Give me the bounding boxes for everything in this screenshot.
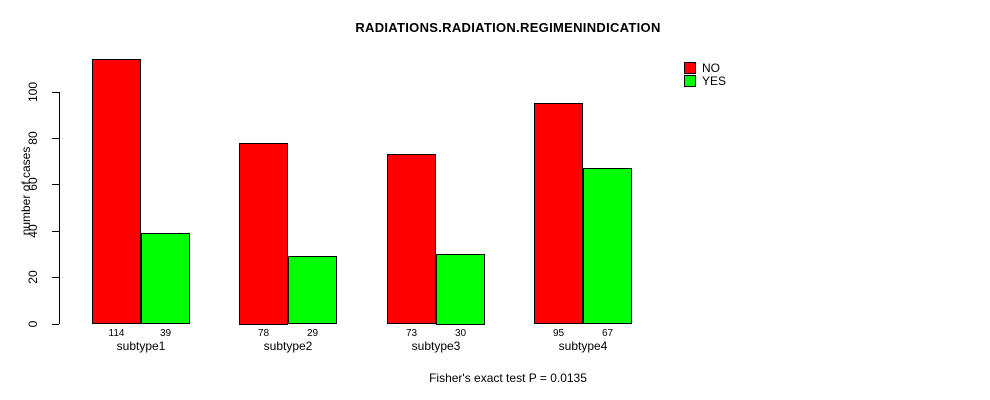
bar-value-label: 95 [552, 328, 565, 339]
legend-swatch-no [684, 62, 696, 74]
category-label-subtype1: subtype1 [116, 339, 166, 353]
bar-no-subtype3 [387, 154, 436, 324]
bar-no-subtype2 [239, 143, 288, 325]
y-axis-line [59, 92, 60, 324]
y-tick-label: 0 [26, 320, 40, 328]
legend-label: NO [702, 61, 720, 75]
y-tick-mark [52, 231, 59, 232]
y-tick-label: 100 [26, 81, 40, 103]
y-tick-label: 20 [26, 270, 40, 284]
y-tick-label: 80 [26, 131, 40, 145]
bar-value-label: 114 [108, 328, 125, 339]
chart-title: RADIATIONS.RADIATION.REGIMENINDICATION [355, 20, 661, 35]
y-tick-mark [52, 184, 59, 185]
y-tick-label: 40 [26, 224, 40, 238]
legend: NO YES [684, 62, 726, 88]
y-tick-mark [52, 138, 59, 139]
category-label-subtype4: subtype4 [558, 339, 608, 353]
bar-value-label: 78 [257, 328, 270, 339]
bar-value-label: 29 [306, 328, 319, 339]
bar-no-subtype1 [92, 59, 141, 324]
bar-value-label: 67 [601, 328, 614, 339]
bar-yes-subtype4 [583, 168, 632, 324]
fisher-test-caption: Fisher's exact test P = 0.0135 [429, 371, 587, 385]
bar-yes-subtype3 [436, 254, 485, 325]
y-tick-mark [52, 277, 59, 278]
bar-value-label: 39 [159, 328, 172, 339]
bar-value-label: 73 [405, 328, 418, 339]
y-tick-mark [52, 324, 59, 325]
category-label-subtype3: subtype3 [411, 339, 461, 353]
legend-item-no: NO [684, 62, 726, 74]
bar-yes-subtype1 [141, 233, 190, 324]
bar-value-label: 30 [454, 328, 467, 339]
y-tick-mark [52, 92, 59, 93]
bar-no-subtype4 [534, 103, 583, 324]
category-label-subtype2: subtype2 [263, 339, 313, 353]
y-tick-label: 60 [26, 177, 40, 191]
legend-label: YES [702, 74, 727, 88]
legend-swatch-yes [684, 75, 696, 87]
bar-yes-subtype2 [288, 256, 337, 324]
legend-item-yes: YES [684, 75, 726, 87]
